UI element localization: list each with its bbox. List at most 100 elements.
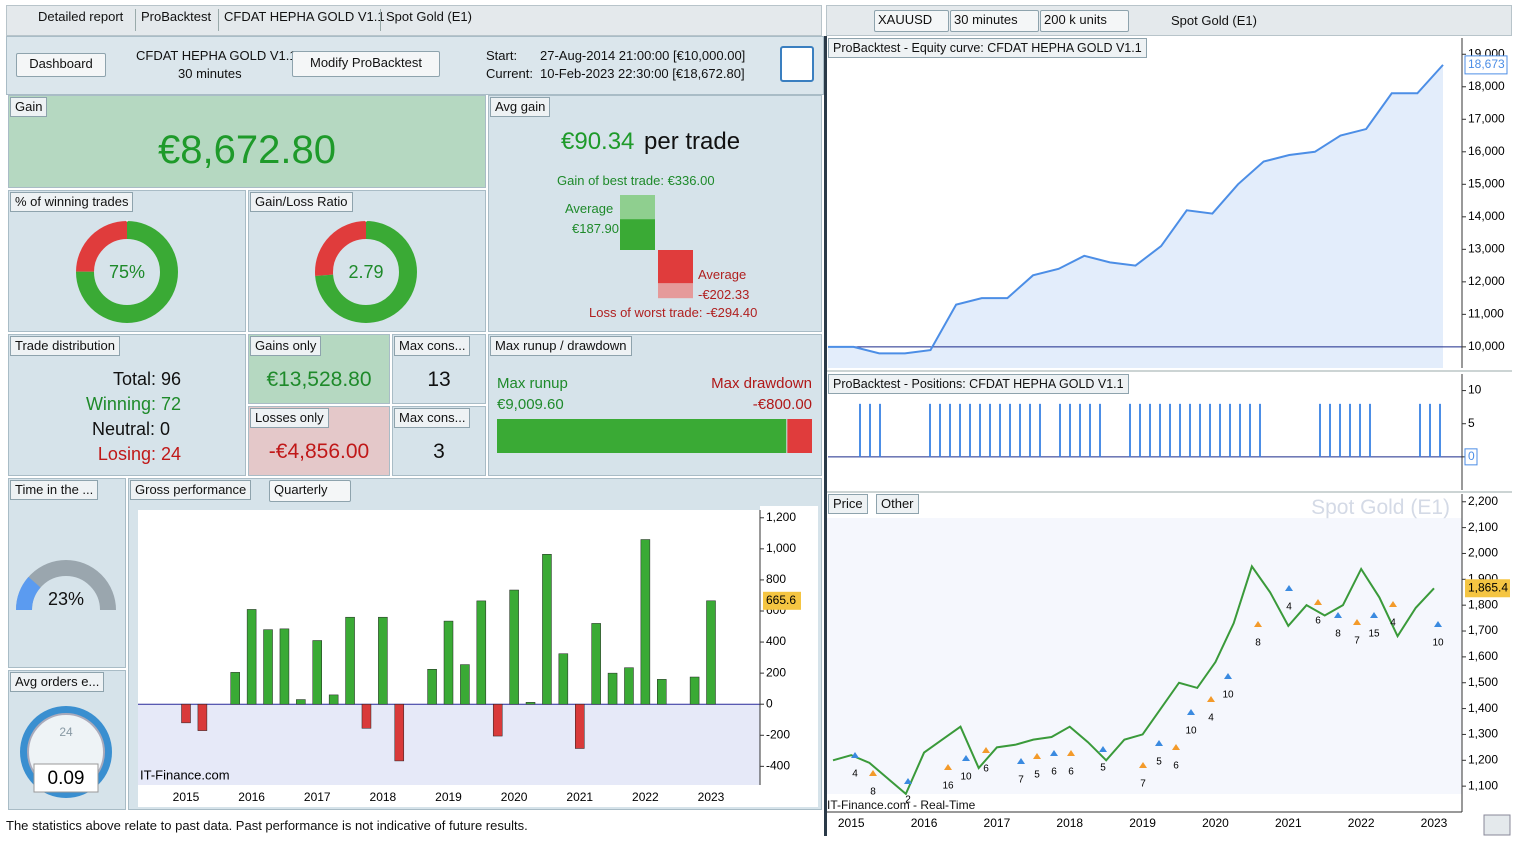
trade-label: 16 bbox=[942, 781, 954, 792]
source: IT-Finance.com - Real-Time bbox=[827, 798, 976, 812]
panel-title: Gain bbox=[10, 97, 48, 117]
x-tick-label: 2018 bbox=[1056, 816, 1083, 830]
bottom-bar bbox=[1483, 814, 1511, 836]
x-tick-label: 2020 bbox=[1202, 816, 1229, 830]
tab[interactable]: ProBacktest bbox=[141, 9, 212, 24]
y-tick-label: 10,000 bbox=[1468, 339, 1505, 353]
last-box bbox=[1465, 579, 1510, 598]
y-tick-label: 10 bbox=[1468, 383, 1482, 397]
trade-label: 8 bbox=[1255, 638, 1261, 649]
runup-label: Max runup bbox=[497, 375, 568, 392]
current-label: Current: bbox=[486, 66, 533, 81]
footer: The statistics above relate to past data… bbox=[6, 818, 528, 833]
trade-arrow bbox=[1139, 762, 1147, 768]
trade-label: 10 bbox=[1185, 726, 1197, 737]
report-icon[interactable] bbox=[780, 46, 814, 82]
equity-line bbox=[828, 64, 1444, 355]
average-win-label: Average bbox=[565, 201, 614, 216]
start: 27-Aug-2014 21:00:00 [€10,000.00] bbox=[540, 48, 746, 63]
positions-title: ProBacktest - Positions: CFDAT HEPHA GOL… bbox=[828, 374, 1129, 394]
trade-arrow bbox=[1334, 612, 1342, 618]
symbol[interactable]: XAUUSD bbox=[874, 10, 949, 32]
y-tick-label: 1,300 bbox=[1468, 727, 1498, 741]
max-cons-losses: 3 bbox=[433, 440, 445, 463]
trade-label: 7 bbox=[1354, 636, 1360, 647]
y-tick-label: 15,000 bbox=[1468, 176, 1505, 190]
current: 10-Feb-2023 22:30:00 [€18,672.80] bbox=[540, 66, 745, 81]
other-tab[interactable]: Other bbox=[876, 494, 919, 514]
last-label: 18,673 bbox=[1468, 57, 1505, 71]
separator bbox=[135, 9, 136, 31]
units-select[interactable]: 200 k units bbox=[1040, 10, 1129, 32]
price-tab[interactable]: Price bbox=[828, 494, 868, 514]
panel-title: Max runup / drawdown bbox=[490, 336, 632, 356]
period-select[interactable]: Quarterly bbox=[269, 480, 351, 502]
x-tick-label: 2021 bbox=[1275, 816, 1302, 830]
panel-title: Gross performance bbox=[130, 480, 252, 500]
modify-button[interactable]: Modify ProBacktest bbox=[292, 51, 440, 77]
x-tick-label: 2019 bbox=[1129, 816, 1156, 830]
trade-arrow bbox=[1033, 753, 1041, 759]
tab[interactable]: Detailed report bbox=[38, 9, 124, 24]
y-tick-label: 11,000 bbox=[1468, 307, 1504, 321]
trade-label: 4 bbox=[1208, 713, 1214, 724]
trade-label: 6 bbox=[983, 764, 989, 775]
trade-label: 6 bbox=[1051, 767, 1057, 778]
x-tick-label: 2023 bbox=[1421, 816, 1448, 830]
panel-title: Losses only bbox=[250, 408, 329, 428]
trade-label: 15 bbox=[1368, 629, 1380, 640]
trade-label: 4 bbox=[1390, 618, 1396, 629]
panel-title: Trade distribution bbox=[10, 336, 120, 356]
trade-arrow bbox=[1187, 709, 1195, 715]
gain-panel bbox=[8, 95, 486, 188]
time-panel bbox=[8, 478, 126, 668]
drawdown-value: -€800.00 bbox=[752, 396, 812, 413]
trade-arrow bbox=[1370, 612, 1378, 618]
price-line bbox=[832, 564, 1435, 796]
separator bbox=[218, 9, 219, 31]
x-tick-label: 2016 bbox=[911, 816, 938, 830]
y-tick-label: 17,000 bbox=[1468, 111, 1505, 125]
y-tick-label: 1,900 bbox=[1468, 571, 1498, 585]
y-tick-label: 2,100 bbox=[1468, 520, 1498, 534]
trade-label: 10 bbox=[960, 772, 972, 783]
trade-label: 6 bbox=[1315, 616, 1321, 627]
y-tick-label: 13,000 bbox=[1468, 242, 1505, 256]
avg-gain-unit: per trade bbox=[644, 128, 741, 155]
y-tick-label: 1,200 bbox=[1468, 752, 1498, 766]
panel-title: Max cons... bbox=[394, 408, 471, 428]
separator bbox=[380, 9, 381, 31]
drawdown-label: Max drawdown bbox=[711, 375, 812, 392]
trade-arrow bbox=[1067, 750, 1075, 756]
dashboard-select[interactable]: Dashboard bbox=[16, 53, 106, 77]
trade-label: 8 bbox=[1335, 629, 1341, 640]
tab[interactable]: Spot Gold (E1) bbox=[386, 9, 472, 24]
trade-arrow bbox=[962, 755, 970, 761]
gains-only-value: €13,528.80 bbox=[266, 368, 372, 391]
current-label: 0 bbox=[1468, 449, 1475, 463]
trade-label: 10 bbox=[1222, 690, 1234, 701]
trade-arrow bbox=[1099, 746, 1107, 752]
winning-count: Winning: 72 bbox=[85, 394, 181, 414]
timeframe: 30 minutes bbox=[178, 66, 242, 81]
trade-arrow bbox=[1050, 750, 1058, 756]
x-tick-label: 2017 bbox=[984, 816, 1011, 830]
price-bg bbox=[827, 518, 1462, 794]
trade-arrow bbox=[1254, 621, 1262, 627]
timeframe-select[interactable]: 30 minutes bbox=[950, 10, 1039, 32]
panel-title: Max cons... bbox=[394, 336, 471, 356]
last-box bbox=[1464, 55, 1508, 75]
left-toolbar bbox=[6, 5, 822, 36]
tab[interactable]: CFDAT HEPHA GOLD V1.1 bbox=[224, 9, 385, 24]
divider bbox=[824, 36, 827, 836]
average-win: €187.90 bbox=[572, 221, 619, 236]
trade-arrow bbox=[944, 764, 952, 770]
y-tick-label: 1,800 bbox=[1468, 597, 1498, 611]
winning-value: 75% bbox=[108, 262, 146, 282]
trade-label: 7 bbox=[1140, 779, 1146, 790]
panel-title: % of winning trades bbox=[10, 192, 134, 212]
trade-arrow bbox=[1172, 744, 1180, 750]
y-tick-label: 1,700 bbox=[1468, 623, 1498, 637]
trade-arrow bbox=[1285, 585, 1293, 591]
